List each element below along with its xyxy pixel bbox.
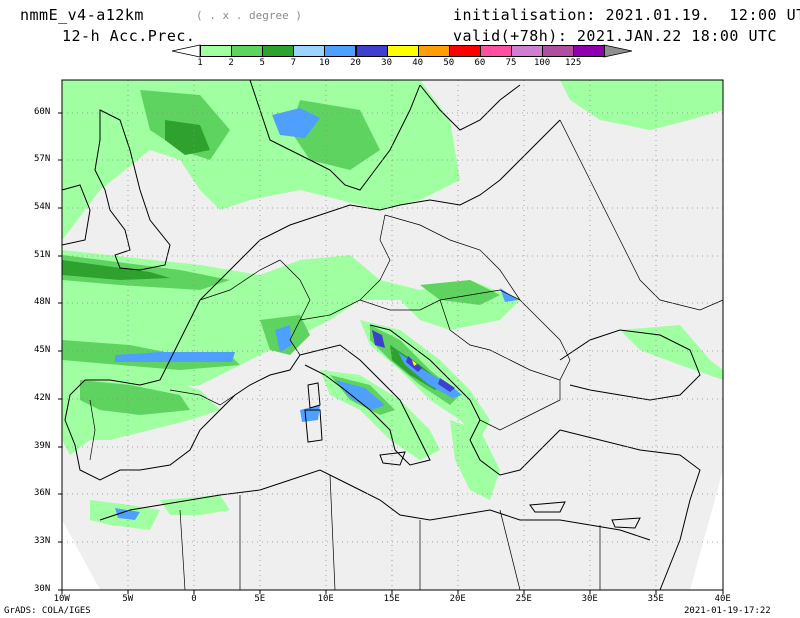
lat-tick-label: 36N <box>34 488 51 498</box>
lat-tick-label: 45N <box>34 345 51 355</box>
lat-tick-label: 54N <box>34 202 51 212</box>
legend-swatch <box>324 45 357 57</box>
legend-swatch <box>355 45 388 57</box>
units-label: ( . x . degree ) <box>196 9 302 22</box>
lat-tick-label: 30N <box>34 584 51 594</box>
legend-swatch <box>511 45 544 57</box>
lat-tick-label: 39N <box>34 441 51 451</box>
legend-swatch <box>542 45 575 57</box>
legend-left-arrow <box>171 44 201 58</box>
lat-tick-label: 42N <box>34 393 51 403</box>
legend-swatch <box>386 45 419 57</box>
lon-tick-label: 35E <box>647 594 664 604</box>
legend-right-arrow <box>603 44 633 58</box>
lat-tick-label: 51N <box>34 250 51 260</box>
outside-domain-right <box>690 470 723 590</box>
legend-label: 2 <box>228 58 234 68</box>
lon-tick-label: 5W <box>122 594 134 604</box>
lat-tick-label: 57N <box>34 154 51 164</box>
footer-credit: GrADS: COLA/IGES <box>4 606 91 616</box>
legend-swatch <box>573 45 606 57</box>
legend-label: 125 <box>565 58 582 68</box>
lat-tick-label: 48N <box>34 297 51 307</box>
legend-label: 10 <box>318 58 330 68</box>
legend-label: 1 <box>197 58 203 68</box>
initialisation-time: initialisation: 2021.01.19. 12:00 UTC <box>453 6 800 24</box>
legend-label: 20 <box>350 58 361 68</box>
lat-tick-label: 33N <box>34 536 51 546</box>
legend-swatch <box>479 45 512 57</box>
legend-label: 7 <box>290 58 296 68</box>
lon-tick-label: 10W <box>53 594 70 604</box>
legend-label: 75 <box>505 58 517 68</box>
legend-label: 30 <box>381 58 393 68</box>
legend-label: 5 <box>259 58 265 68</box>
outside-domain-left <box>62 520 100 590</box>
legend-swatch <box>231 45 264 57</box>
legend-swatch <box>448 45 481 57</box>
legend-swatch <box>200 45 233 57</box>
lat-tick-label: 60N <box>34 107 51 117</box>
lon-tick-label: 5E <box>254 594 266 604</box>
lon-tick-label: 40E <box>714 594 731 604</box>
country-borders <box>89 119 724 591</box>
legend-swatch <box>293 45 326 57</box>
field-name: 12-h Acc.Prec. <box>62 27 196 45</box>
footer-timestamp: 2021-01-19-17:22 <box>684 606 771 616</box>
valid-time: valid(+78h): 2021.JAN.22 18:00 UTC <box>453 27 778 45</box>
legend-label: 60 <box>474 58 486 68</box>
model-name: nmmE_v4-a12km <box>20 6 144 24</box>
lon-tick-label: 10E <box>317 594 334 604</box>
lon-tick-label: 0 <box>191 594 197 604</box>
graticule <box>62 80 723 590</box>
tick-marks <box>58 112 724 594</box>
lon-tick-label: 20E <box>449 594 466 604</box>
legend-swatch <box>262 45 295 57</box>
lon-tick-label: 15E <box>383 594 400 604</box>
legend-label: 40 <box>412 58 424 68</box>
lon-tick-label: 30E <box>581 594 598 604</box>
legend-swatch <box>417 45 450 57</box>
lon-tick-label: 25E <box>515 594 532 604</box>
precip-peak <box>412 360 417 366</box>
legend-label: 100 <box>533 58 551 68</box>
legend-label: 50 <box>443 58 455 68</box>
